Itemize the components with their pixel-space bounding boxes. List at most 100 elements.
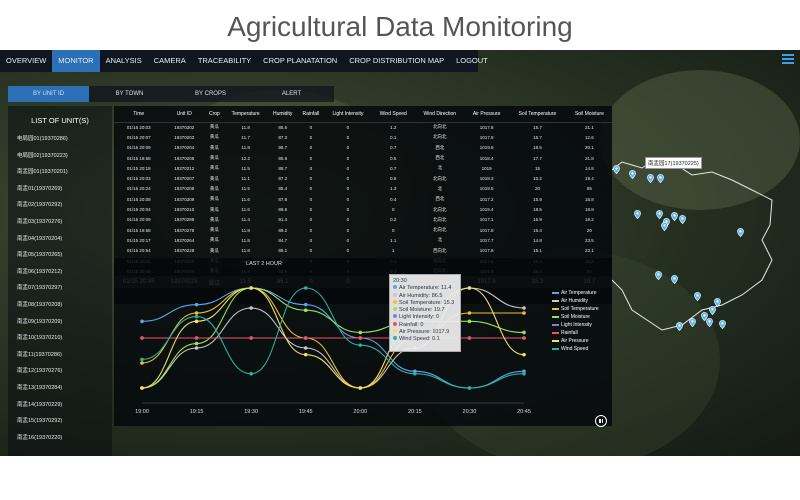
legend-item[interactable]: Air Humidity: [552, 298, 612, 306]
unit-list-item[interactable]: 南盂10(19370210): [17, 335, 63, 342]
series-point[interactable]: [303, 286, 308, 290]
map-pin-icon[interactable]: [688, 318, 697, 327]
nav-item-analysis[interactable]: ANALYSIS: [105, 56, 142, 65]
map-pin-icon[interactable]: [718, 320, 727, 329]
series-point[interactable]: [467, 286, 472, 290]
series-point[interactable]: [140, 361, 144, 365]
nav-item-camera[interactable]: CAMERA: [153, 56, 186, 65]
nav-item-crop-planatation[interactable]: CROP PLANATATION: [263, 56, 338, 65]
series-point[interactable]: [140, 336, 144, 340]
series-point[interactable]: [522, 330, 526, 335]
series-point[interactable]: [249, 336, 253, 340]
map-pin-icon[interactable]: [675, 322, 684, 331]
series-point[interactable]: [358, 330, 363, 335]
table-row[interactable]: 01/15 19:58 19370205 黄瓜 12.2 85.9 0 0 0.5 西北 1018…: [114, 153, 612, 163]
series-point[interactable]: [140, 319, 144, 324]
unit-list-item[interactable]: 电局园01(19370286): [17, 136, 68, 142]
map-pin-icon[interactable]: [646, 174, 655, 183]
subtab-by-town[interactable]: BY TOWN: [115, 91, 144, 97]
legend-item[interactable]: Wind Speed: [552, 346, 612, 354]
table-row[interactable]: 01/15 20:54 19370228 黄瓜 11.8 85.1 0 0 1 西向北 1017.…: [114, 246, 612, 256]
map-pin-icon[interactable]: [656, 174, 665, 183]
map-pin-icon[interactable]: [655, 210, 664, 219]
unit-list-item[interactable]: 南盂02(19370292): [17, 202, 63, 209]
table-row[interactable]: 01/15 20:03 19370202 黄瓜 11.8 85.5 0 0 1.2 北向北 101…: [114, 122, 612, 132]
series-point[interactable]: [194, 319, 199, 324]
map-pin-icon[interactable]: [713, 298, 722, 307]
legend-item[interactable]: Soil Moisture: [552, 314, 612, 322]
table-row[interactable]: 01/15 20:09 19370204 黄瓜 11.8 88.7 0 0 0.7 西北 1019…: [114, 143, 612, 153]
nav-item-traceability[interactable]: TRACEABILITY: [197, 56, 252, 65]
map-pin-icon[interactable]: [628, 170, 637, 179]
legend-item[interactable]: Air Pressure: [552, 338, 612, 346]
series-point[interactable]: [467, 386, 472, 390]
series-point[interactable]: [194, 311, 199, 315]
menu-icon[interactable]: [782, 54, 794, 66]
unit-list-item[interactable]: 南盂12(19370276): [17, 368, 63, 375]
series-point[interactable]: [467, 319, 472, 324]
map-pin-icon[interactable]: [693, 292, 702, 301]
series-point[interactable]: [522, 306, 526, 310]
subtab-alert[interactable]: ALERT: [281, 91, 302, 97]
map-pin-icon[interactable]: [708, 306, 717, 315]
series-point[interactable]: [303, 352, 308, 357]
table-row[interactable]: 01/15 20:18 19370212 黄瓜 11.5 88.7 0 0 0.7 北 1019 1…: [114, 163, 612, 173]
series-point[interactable]: [303, 308, 308, 313]
unit-list-item[interactable]: 南盂16(19370220): [17, 434, 63, 441]
series-point[interactable]: [140, 386, 144, 390]
map-pin-icon[interactable]: [612, 165, 621, 174]
nav-item-crop-distribution-map[interactable]: CROP DISTRIBUTION MAP: [349, 56, 445, 65]
series-point[interactable]: [249, 306, 253, 310]
series-point[interactable]: [522, 336, 526, 340]
pause-icon[interactable]: [595, 415, 607, 427]
unit-list-item[interactable]: 南盂04(19370204): [17, 235, 63, 242]
series-point[interactable]: [467, 336, 472, 340]
series-point[interactable]: [522, 352, 526, 357]
table-row[interactable]: 01/15 20:17 19370264 黄瓜 11.8 84.7 0 0 1.1 北 1017.…: [114, 235, 612, 245]
table-row[interactable]: 01/15 20:07 19370203 黄瓜 11.7 87.3 0 0 0.1 北向北 101…: [114, 132, 612, 142]
subtab-by-crops[interactable]: BY CROPS: [195, 91, 226, 97]
map-pin-icon[interactable]: [654, 271, 663, 280]
series-point[interactable]: [303, 302, 308, 307]
series-point[interactable]: [249, 371, 253, 376]
nav-item-logout[interactable]: LOGOUT: [456, 56, 488, 65]
nav-item-overview[interactable]: OVERVIEW: [6, 56, 47, 65]
series-point[interactable]: [358, 343, 363, 347]
unit-list-item[interactable]: 南盂园01(19370201): [17, 169, 68, 176]
series-point[interactable]: [249, 286, 253, 290]
unit-list-item[interactable]: 南盂11(19370286): [17, 351, 62, 358]
table-row[interactable]: 01/15 20:08 19370209 黄瓜 11.6 87.8 0 0 0.4 西北 1017…: [114, 194, 612, 204]
map-pin-icon[interactable]: [736, 228, 745, 237]
unit-list-item[interactable]: 南盂03(19370276): [17, 218, 63, 225]
subtab-by-unit-id[interactable]: BY UNIT ID: [8, 86, 89, 102]
table-row[interactable]: 01/15 20:09 19370289 黄瓜 11.4 91.4 0 0 0.2 北向北 101…: [114, 215, 612, 225]
unit-list-item[interactable]: 电局园02(19370223): [17, 152, 68, 159]
unit-list-item[interactable]: 南盂13(19370284): [17, 384, 63, 391]
table-row[interactable]: 01/15 20:04 19370210 黄瓜 11.6 88.6 0 0 0 北向北 1019.…: [114, 204, 612, 214]
unit-list-item[interactable]: 南盂07(19370297): [17, 285, 63, 292]
unit-list-item[interactable]: 南盂05(19370265): [17, 252, 63, 259]
map-pin-icon[interactable]: [678, 215, 687, 224]
unit-list-item[interactable]: 南盂06(19370212): [17, 268, 63, 275]
legend-item[interactable]: Soil Temperature: [552, 306, 612, 314]
series-point[interactable]: [140, 357, 144, 362]
unit-list-item[interactable]: 南盂14(19370229): [17, 401, 63, 408]
series-point[interactable]: [194, 302, 199, 307]
map-pin-icon[interactable]: [633, 210, 642, 219]
unit-list-item[interactable]: 南盂09(19370209): [17, 318, 63, 325]
series-point[interactable]: [522, 311, 526, 315]
series-point[interactable]: [303, 336, 308, 340]
series-point[interactable]: [522, 371, 526, 376]
unit-list-item[interactable]: 南盂08(19370208): [17, 301, 63, 308]
map-pin-icon[interactable]: [670, 212, 679, 221]
nav-item-monitor[interactable]: MONITOR: [52, 50, 100, 72]
series-point[interactable]: [194, 346, 199, 350]
map-pin-icon[interactable]: [700, 312, 709, 321]
series-point[interactable]: [467, 311, 472, 315]
unit-list-item[interactable]: 南盂01(19370269): [17, 185, 63, 192]
series-point[interactable]: [358, 336, 363, 340]
unit-list-item[interactable]: 南盂15(19370292): [17, 418, 63, 425]
map-pin-icon[interactable]: [660, 222, 669, 231]
map-pin-icon[interactable]: [705, 318, 714, 327]
legend-item[interactable]: Rainfall: [552, 330, 612, 338]
